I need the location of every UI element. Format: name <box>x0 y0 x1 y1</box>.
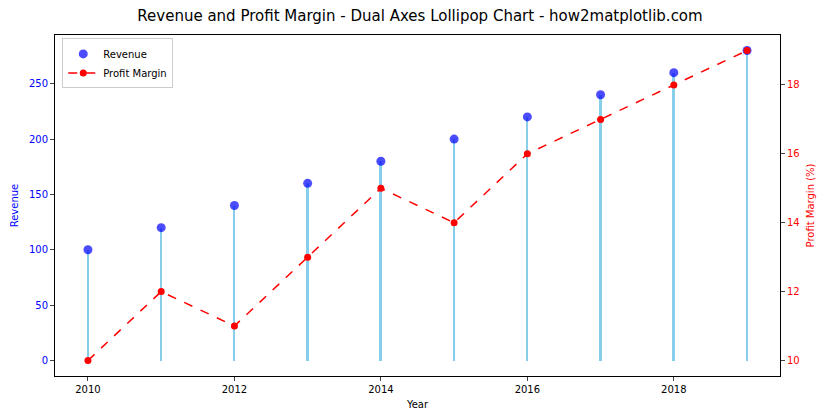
svg-text:200: 200 <box>29 134 48 145</box>
svg-text:2012: 2012 <box>222 384 247 395</box>
svg-text:0: 0 <box>42 355 48 366</box>
svg-text:Revenue: Revenue <box>9 184 20 228</box>
svg-text:10: 10 <box>787 355 800 366</box>
svg-text:Revenue and Profit Margin - Du: Revenue and Profit Margin - Dual Axes Lo… <box>137 7 702 25</box>
svg-text:Year: Year <box>406 399 429 410</box>
svg-text:14: 14 <box>787 217 800 228</box>
svg-text:Revenue: Revenue <box>103 49 147 60</box>
svg-text:150: 150 <box>29 189 48 200</box>
svg-text:2018: 2018 <box>661 384 686 395</box>
svg-text:100: 100 <box>29 244 48 255</box>
svg-text:250: 250 <box>29 78 48 89</box>
svg-text:Profit Margin: Profit Margin <box>103 68 166 79</box>
svg-text:2016: 2016 <box>515 384 540 395</box>
svg-text:50: 50 <box>35 300 48 311</box>
svg-text:2010: 2010 <box>75 384 100 395</box>
svg-text:12: 12 <box>787 286 800 297</box>
svg-text:2014: 2014 <box>368 384 393 395</box>
svg-text:18: 18 <box>787 79 800 90</box>
svg-text:Profit Margin (%): Profit Margin (%) <box>805 163 816 247</box>
svg-text:16: 16 <box>787 148 800 159</box>
